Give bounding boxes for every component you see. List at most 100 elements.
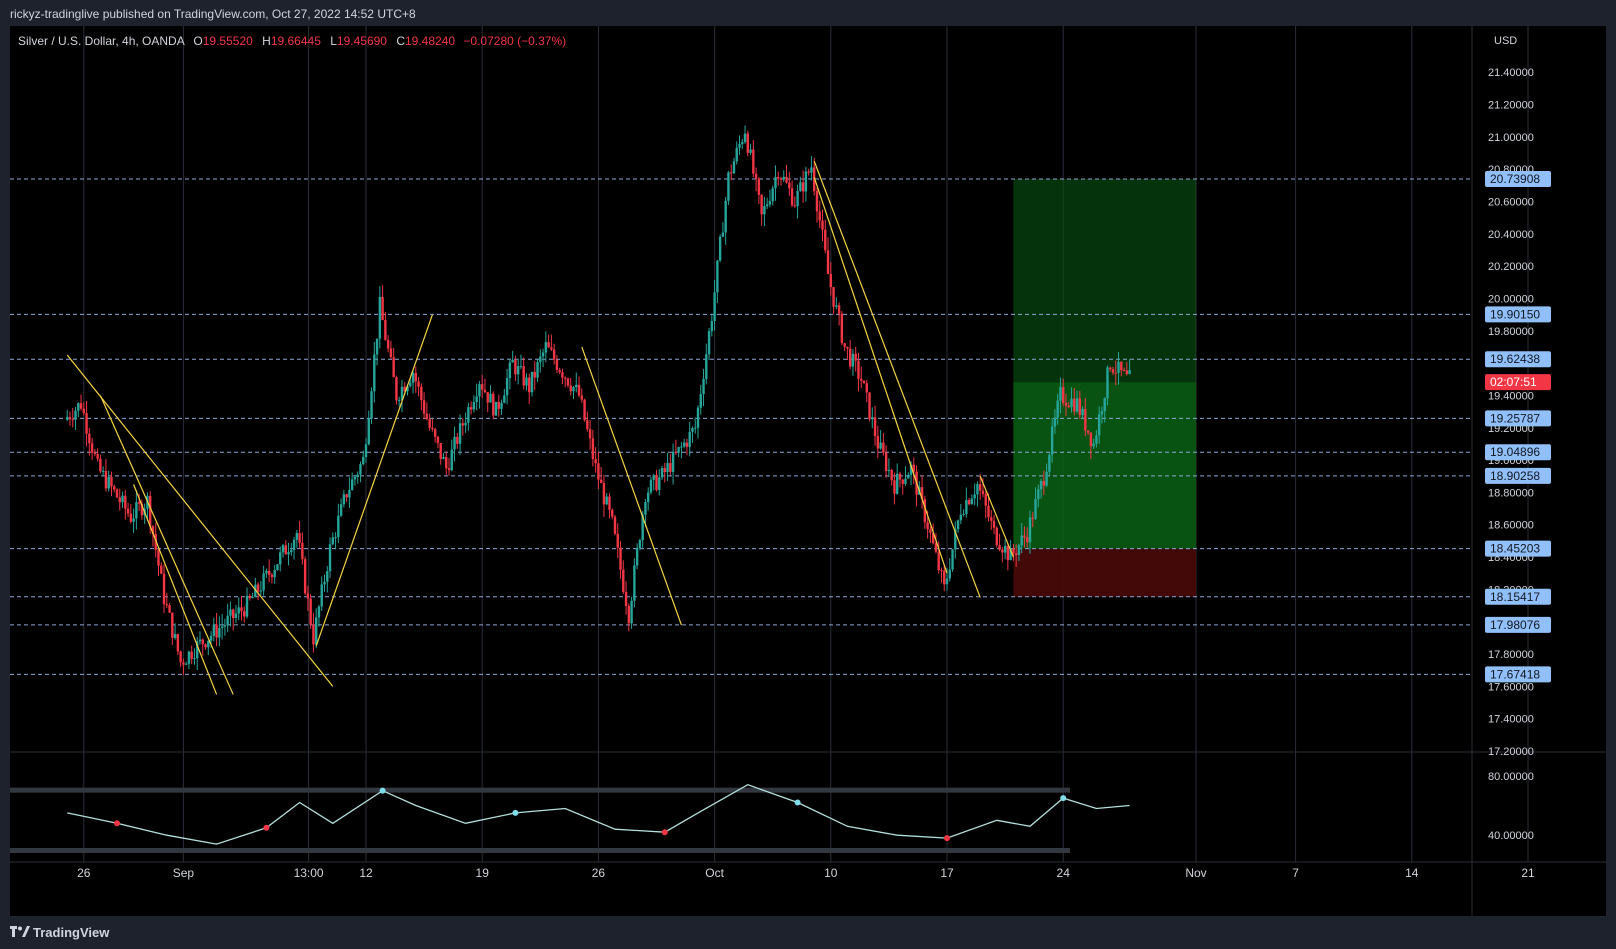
candle-body xyxy=(71,419,74,421)
candle-body xyxy=(478,384,481,397)
candle-body xyxy=(1067,405,1070,408)
candle-body xyxy=(193,658,196,660)
candle-body xyxy=(1128,370,1131,375)
candle-body xyxy=(207,640,210,648)
candle-body xyxy=(110,476,113,487)
candle-body xyxy=(779,178,783,180)
candle-body xyxy=(533,371,536,378)
candle-body xyxy=(868,392,871,420)
candle-body xyxy=(992,520,996,528)
candle-body xyxy=(420,386,423,401)
candle-body xyxy=(503,395,506,403)
candle-body xyxy=(965,500,968,514)
candle-body xyxy=(724,200,727,233)
horizontal-levels[interactable] xyxy=(10,178,1472,675)
candle-body xyxy=(785,176,788,183)
candle-body xyxy=(575,384,578,388)
candle-body xyxy=(287,552,290,555)
publisher-line: rickyz-tradinglive published on TradingV… xyxy=(0,0,1616,26)
footer: TradingView xyxy=(0,916,1616,949)
chart-frame[interactable]: USD 21.40000 21.20000 21.00000 20.80000 20.6… xyxy=(10,26,1606,916)
position-tool[interactable] xyxy=(1013,179,1196,597)
candle-body xyxy=(129,513,133,522)
candle-body xyxy=(757,178,761,195)
candle-body xyxy=(754,173,758,179)
candle-body xyxy=(990,517,993,521)
candle-body xyxy=(879,442,882,449)
candle-body xyxy=(660,468,664,478)
open-value: 19.55520 xyxy=(202,34,253,48)
candle-body xyxy=(115,489,119,498)
candle-body xyxy=(118,497,121,503)
candle-body xyxy=(113,486,116,490)
candle-body xyxy=(981,490,985,495)
candle-body xyxy=(588,429,592,439)
tradingview-logo-icon[interactable] xyxy=(10,926,30,938)
level-price-label: 19.90150 xyxy=(1490,307,1540,321)
price-chart[interactable]: USD 21.4000021.2000021.0000020.8000020.6… xyxy=(10,26,1606,916)
price-tick-label: 18.80000 xyxy=(1488,487,1534,499)
candle-body xyxy=(1084,408,1087,431)
candle-body xyxy=(168,605,171,613)
target-zone-upper xyxy=(1013,179,1196,383)
candle-body xyxy=(735,147,738,162)
candle-body xyxy=(904,478,907,484)
candle-body xyxy=(445,457,448,469)
candle-body xyxy=(267,570,271,575)
candle-body xyxy=(835,305,838,307)
level-price-label: 20.73908 xyxy=(1490,172,1540,186)
symbol-name[interactable]: Silver / U.S. Dollar, 4h, OANDA xyxy=(18,34,185,48)
candle-body xyxy=(561,372,564,378)
candle-body xyxy=(1097,414,1101,436)
candle-body xyxy=(566,378,570,386)
high-value: 19.66445 xyxy=(270,34,321,48)
trendlines[interactable] xyxy=(66,160,1014,695)
candle-body xyxy=(644,502,647,515)
candle-body xyxy=(929,529,932,534)
candle-body xyxy=(896,473,899,494)
candle-body xyxy=(187,651,191,664)
stop-zone xyxy=(1013,548,1196,597)
countdown-label: 02:07:51 xyxy=(1490,375,1537,389)
candle-body xyxy=(1095,435,1098,444)
candle-body xyxy=(378,296,382,339)
candle-body xyxy=(99,458,102,472)
candle-body xyxy=(710,321,714,332)
candle-body xyxy=(489,393,492,403)
price-tick-label: 21.40000 xyxy=(1488,67,1534,79)
brand-name[interactable]: TradingView xyxy=(33,925,110,940)
candle-body xyxy=(328,544,332,572)
trendline xyxy=(315,314,433,647)
price-tick-label: 19.40000 xyxy=(1488,390,1534,402)
osc-signal-dot xyxy=(114,820,120,827)
candle-body xyxy=(350,479,354,491)
candle-body xyxy=(945,578,949,585)
candle-body xyxy=(694,427,697,429)
candle-body xyxy=(124,495,127,509)
symbol-legend: Silver / U.S. Dollar, 4h, OANDA O19.5552… xyxy=(18,34,566,48)
candle-body xyxy=(873,417,877,437)
candle-body xyxy=(890,469,893,481)
candle-body xyxy=(829,274,832,288)
time-axis[interactable]: 26 Sep 13:00 12 19 26 Oct 10 17 24 Nov 7 14 21 xyxy=(77,866,1535,880)
candle-body xyxy=(262,573,265,591)
candle-body xyxy=(315,617,318,645)
candle-body xyxy=(1053,417,1057,427)
candle-body xyxy=(652,475,655,480)
candle-body xyxy=(295,532,299,540)
candle-body xyxy=(198,639,202,642)
open-label: O xyxy=(193,34,203,48)
candle-body xyxy=(749,149,752,153)
candle-body xyxy=(854,353,857,361)
candle-body xyxy=(898,473,902,480)
candle-body xyxy=(1092,443,1095,447)
time-tick-label: 26 xyxy=(592,866,606,880)
candle-body xyxy=(301,542,304,560)
price-axis[interactable]: USD 21.4000021.2000021.0000020.8000020.6… xyxy=(1488,35,1534,842)
level-price-label: 19.62438 xyxy=(1490,352,1540,366)
candle-body xyxy=(179,651,182,663)
candle-body xyxy=(970,498,974,505)
currency-label: USD xyxy=(1494,35,1517,47)
candle-body xyxy=(254,584,257,597)
candle-body xyxy=(384,320,387,340)
